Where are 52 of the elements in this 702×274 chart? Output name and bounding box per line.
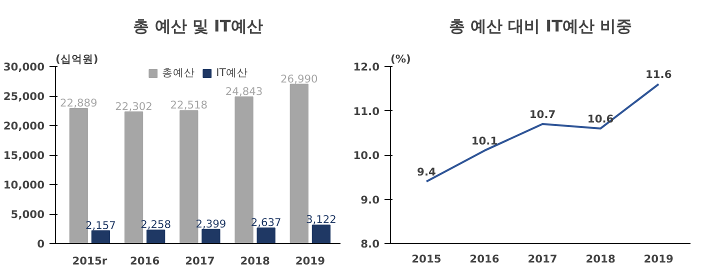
data-label: 24,843	[225, 84, 263, 98]
data-label: 10.6	[587, 112, 614, 126]
chart-title: 총 예산 및 IT예산	[133, 16, 263, 36]
data-label: 10.7	[529, 108, 556, 122]
bar	[312, 224, 331, 244]
bar	[202, 228, 220, 244]
legend-label: IT예산	[216, 66, 248, 80]
y-axis-title: (%)	[390, 52, 411, 66]
data-label: 2,157	[85, 218, 116, 232]
bar	[180, 110, 198, 244]
x-tick-label: 2017	[185, 254, 215, 268]
data-label: 3,122	[306, 213, 336, 226]
x-tick-label: 2016	[130, 254, 160, 268]
data-label: 2,399	[196, 217, 226, 230]
y-tick-label: 30,000	[3, 60, 45, 74]
y-tick-label: 15,000	[3, 149, 45, 162]
y-tick-label: 25,000	[3, 90, 45, 103]
x-tick-label: 2018	[240, 254, 270, 268]
data-label: 9.4	[417, 166, 436, 179]
legend-label: 총예산	[162, 66, 196, 80]
y-tick-label: 10,000	[3, 178, 45, 192]
data-label: 11.6	[645, 68, 672, 82]
x-tick-label: 2015	[412, 252, 442, 266]
bar	[234, 96, 254, 244]
bar	[91, 230, 110, 244]
data-label: 2,258	[140, 218, 172, 232]
data-label: 2,637	[250, 216, 282, 229]
x-tick-label: 2018	[586, 252, 616, 266]
x-tick-label: 2019	[644, 252, 674, 266]
y-tick-label: 12.0	[353, 60, 380, 74]
y-axis-title: (십억원)	[56, 52, 98, 66]
y-tick-label: 8.0	[360, 238, 380, 250]
chart-title: 총 예산 대비 IT예산 비중	[448, 16, 632, 36]
y-tick-label: 20,000	[3, 120, 45, 132]
data-label: 22,302	[115, 100, 152, 113]
data-label: 26,990	[280, 72, 318, 86]
y-tick-label: 5,000	[10, 208, 45, 221]
x-tick-label: 2015r	[72, 254, 108, 268]
bar	[69, 108, 88, 244]
y-tick-label: 10.0	[353, 149, 380, 162]
bar	[290, 84, 308, 244]
bar	[146, 230, 166, 244]
y-tick-label: 9.0	[360, 193, 380, 206]
y-tick-label: 11.0	[353, 104, 380, 118]
x-tick-label: 2017	[528, 252, 558, 266]
data-label: 10.1	[471, 134, 498, 148]
data-label: 22,889	[60, 96, 98, 110]
bar	[256, 227, 276, 244]
data-label: 22,518	[170, 98, 208, 112]
x-tick-label: 2019	[295, 254, 326, 268]
y-tick-label: 0	[37, 238, 45, 250]
x-tick-label: 2016	[470, 252, 500, 266]
